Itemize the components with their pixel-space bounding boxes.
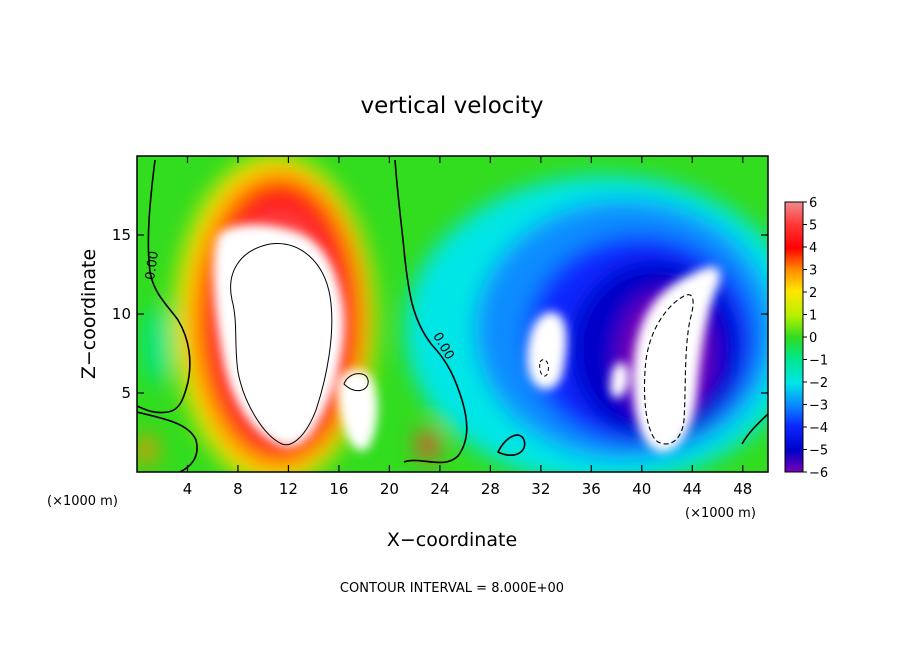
colorbar-tick-label: 3 (809, 264, 817, 279)
colorbar-tick-label: −5 (809, 444, 828, 459)
colorbar-tick-label: 2 (809, 286, 817, 301)
colorbar-tick-label: −3 (809, 399, 828, 414)
colorbar-ticks: 6 5 4 3 2 1 0 −1 −2 −3 −4 −5 −6 (803, 196, 828, 481)
x-tick-label: 8 (233, 480, 243, 498)
x-tick-label: 12 (279, 480, 298, 498)
field-left-cell (144, 305, 172, 385)
contour-downdraft-8-small (539, 359, 549, 377)
updraft-core-small (337, 369, 378, 451)
x-tick-label: 40 (632, 480, 651, 498)
y-tick-label: 5 (121, 384, 131, 402)
saturated-cores (213, 224, 721, 452)
x-tick-label: 24 (430, 480, 449, 498)
colorbar-tick-label: −6 (809, 466, 828, 481)
contour-zero-left (137, 159, 191, 414)
contour-updraft-8 (230, 243, 333, 446)
downdraft-core (633, 266, 721, 452)
x-tick-label: 28 (481, 480, 500, 498)
chart-title: vertical velocity (361, 93, 544, 119)
x-tick-label: 44 (683, 480, 702, 498)
colorbar-tick-label: −2 (809, 376, 828, 391)
y-axis-label: Z−coordinate (78, 249, 100, 379)
field-lower-cell (418, 429, 438, 461)
contour-zero-blob (496, 434, 526, 456)
colorbar-tick-label: −4 (809, 421, 828, 436)
x-unit-left: (×1000 m) (47, 494, 118, 509)
colorbar-tick-label: −1 (809, 354, 828, 369)
field-lower-left-cell (137, 435, 156, 465)
colorbar-tick-label: 5 (809, 219, 817, 234)
colorbar-gradient (784, 201, 804, 473)
y-tick-label: 10 (112, 305, 131, 323)
x-tick-label: 4 (183, 480, 193, 498)
footer-note: CONTOUR INTERVAL = 8.000E+00 (340, 581, 564, 596)
x-tick-label: 16 (329, 480, 348, 498)
plot-area: 0.00 0.00 (137, 156, 768, 472)
downdraft-core-tiny (610, 362, 629, 398)
contour-zero-lower-right (741, 413, 768, 445)
contour-label-left: 0.00 (143, 250, 162, 281)
colorbar-tick-label: 0 (809, 331, 817, 346)
x-unit-right: (×1000 m) (685, 506, 756, 521)
updraft-core (213, 224, 345, 447)
x-tick-label: 20 (380, 480, 399, 498)
contour-zero-right (394, 159, 468, 464)
contour-lines (137, 159, 768, 472)
y-tick-label: 15 (112, 226, 131, 244)
contour-zero-bottom (137, 411, 198, 472)
x-axis-label: X−coordinate (387, 529, 517, 551)
downdraft-core-small (527, 312, 567, 390)
colorbar-tick-label: 4 (809, 241, 817, 256)
x-tick-label: 36 (582, 480, 601, 498)
y-axis-ticks: 5 10 15 (112, 226, 768, 402)
x-tick-label: 32 (531, 480, 550, 498)
contour-downdraft-8 (644, 294, 694, 445)
contour-updraft-8-small (343, 373, 369, 392)
colorbar: 6 5 4 3 2 1 0 −1 −2 −3 −4 −5 −6 (784, 196, 828, 481)
x-axis-ticks: 4 8 12 16 20 24 28 32 36 40 44 48 (183, 156, 752, 498)
colorbar-tick-label: 6 (809, 196, 817, 211)
x-tick-label: 48 (733, 480, 752, 498)
colorbar-tick-label: 1 (809, 309, 817, 324)
